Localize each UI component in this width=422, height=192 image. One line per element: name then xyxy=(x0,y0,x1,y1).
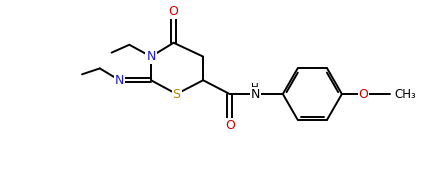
Text: H: H xyxy=(252,83,259,93)
Text: S: S xyxy=(173,88,181,101)
Text: N: N xyxy=(115,74,124,87)
Text: O: O xyxy=(225,119,235,132)
Text: O: O xyxy=(359,88,368,101)
Text: CH₃: CH₃ xyxy=(394,88,416,101)
Text: O: O xyxy=(169,5,179,18)
Text: N: N xyxy=(146,50,156,63)
Text: N: N xyxy=(251,88,260,101)
